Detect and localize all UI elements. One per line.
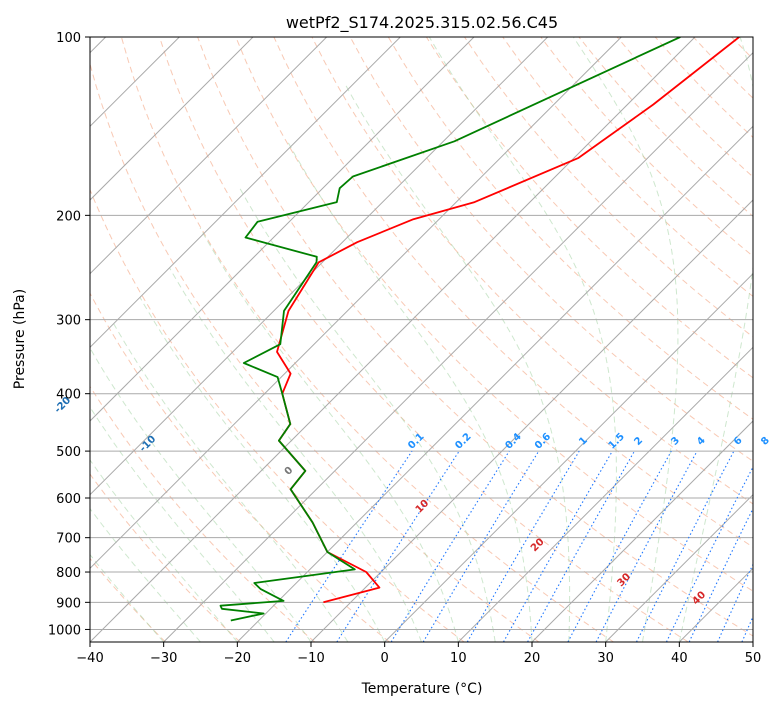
plot-area — [90, 37, 753, 642]
x-tick-label: −40 — [76, 651, 103, 666]
x-tick-label: 50 — [745, 651, 762, 666]
isotherm-line — [310, 199, 753, 642]
x-tick-label: 40 — [671, 651, 688, 666]
isotherm-line — [384, 272, 753, 642]
dry-adiabat-line — [235, 37, 753, 592]
dry-adiabat-line — [90, 473, 241, 642]
x-tick-label: 10 — [450, 651, 467, 666]
mixing-ratio-line — [527, 450, 635, 642]
mixing-ratio-line — [665, 465, 753, 642]
axes: −40 −30 −20 −10 0 10 20 30 40 50 100 200 300 400 500 60… — [48, 31, 761, 666]
dry-adiabat-line — [90, 188, 465, 642]
profile-series — [219, 37, 740, 622]
dry-adiabat-line — [90, 385, 316, 642]
moist-adiabat-line — [428, 37, 617, 642]
isotherm-line — [457, 346, 753, 642]
y-tick-label: 500 — [56, 445, 81, 460]
isotherm-line — [90, 37, 549, 496]
isotherm-line — [90, 37, 696, 642]
mixing-ratio-line — [285, 450, 413, 642]
mixing-ratio-line — [636, 450, 735, 642]
y-tick-label: 300 — [56, 314, 81, 329]
isotherm-line — [163, 51, 753, 642]
dry-adiabat-line — [120, 37, 614, 642]
plot-frame — [89, 36, 754, 643]
y-tick-label: 800 — [56, 566, 81, 581]
moist-adiabat-line — [90, 507, 201, 642]
moist-adiabat-line — [90, 406, 275, 642]
dry-adiabat-line — [502, 37, 753, 298]
mixing-ratio-line — [336, 450, 460, 642]
x-tick-label: −10 — [297, 651, 324, 666]
moist-adiabat-line — [168, 267, 422, 642]
dewpoint-profile-line — [219, 37, 681, 622]
y-tick-label: 900 — [56, 596, 81, 611]
moist-adiabat-line — [139, 297, 386, 642]
y-tick-label: 200 — [56, 209, 81, 224]
x-tick-label: 0 — [381, 651, 389, 666]
x-tick-label: −20 — [224, 651, 251, 666]
moist-adiabat-line — [199, 227, 459, 642]
moist-adiabat-line — [678, 37, 753, 642]
moist-adiabat-line — [239, 187, 496, 642]
mixing-ratio-line — [390, 450, 510, 642]
mixing-ratio-line — [422, 450, 540, 642]
background-lines — [90, 37, 753, 642]
isotherm-line — [90, 37, 475, 422]
isotherm-line — [90, 37, 401, 349]
dry-adiabat-line — [464, 37, 753, 338]
y-tick-label: 600 — [56, 492, 81, 507]
dry-adiabat-line — [425, 37, 753, 379]
moist-adiabat-line — [90, 553, 165, 642]
y-tick-label: 1000 — [48, 623, 81, 638]
dry-adiabat-line — [90, 62, 540, 642]
moist-adiabat-line — [344, 83, 571, 642]
y-tick-label: 100 — [56, 31, 81, 46]
dry-adiabat-line — [273, 37, 753, 548]
chart-title: wetPf2_S174.2025.315.02.56.C45 — [286, 13, 558, 33]
x-axis-label: Temperature (°C) — [361, 681, 483, 697]
x-tick-label: 20 — [524, 651, 541, 666]
moist-adiabat-line — [572, 37, 679, 642]
isotherm-line — [605, 493, 753, 642]
dry-adiabat-line — [387, 37, 753, 420]
y-tick-label: 700 — [56, 532, 81, 547]
x-tick-label: −30 — [150, 651, 177, 666]
dry-adiabat-line — [90, 292, 390, 642]
isotherm-line — [236, 125, 753, 642]
isotherm-line — [531, 420, 753, 642]
isotherm-line — [90, 37, 254, 201]
dry-adiabat-line — [159, 37, 689, 642]
dry-adiabat-line — [349, 37, 753, 462]
isotherm-line — [90, 37, 622, 570]
y-tick-label: 400 — [56, 388, 81, 403]
moist-adiabat-line — [110, 319, 349, 642]
x-tick-label: 30 — [597, 651, 614, 666]
isotherm-line — [90, 37, 328, 275]
dry-adiabat-line — [311, 37, 753, 505]
y-axis-label: Pressure (hPa) — [12, 289, 28, 389]
mixing-ratio-line — [567, 450, 672, 642]
